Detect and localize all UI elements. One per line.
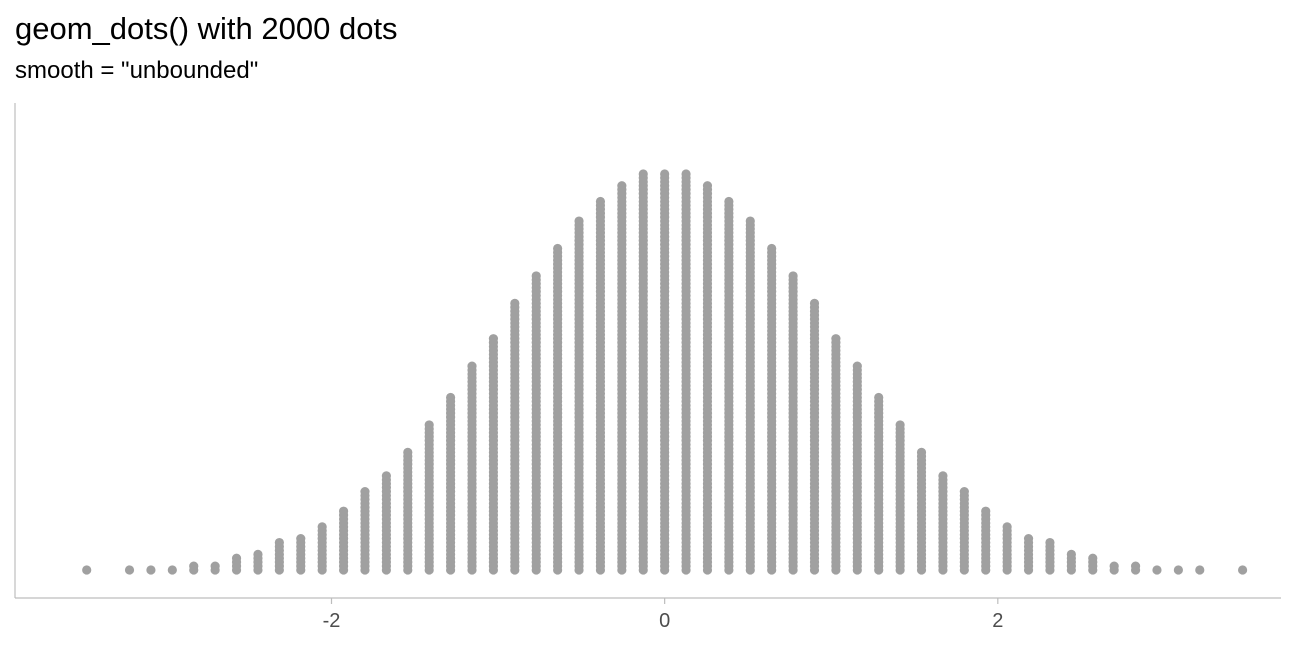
x-tick-label: -2 [323, 610, 341, 632]
dot [360, 486, 370, 497]
dot [617, 181, 627, 191]
dot [916, 447, 927, 457]
dot [446, 392, 456, 403]
dot [274, 537, 284, 548]
dot [767, 243, 777, 254]
dots-layer [82, 169, 1248, 575]
dot [189, 561, 199, 571]
chart-subtitle: smooth = "unbounded" [15, 57, 259, 84]
dot [724, 196, 734, 207]
dot [317, 522, 327, 532]
dot [167, 565, 177, 575]
dot [381, 471, 391, 481]
dot [1173, 565, 1183, 575]
dot [1109, 561, 1119, 571]
dot [1238, 565, 1248, 575]
dot [231, 553, 242, 563]
dot [852, 361, 862, 371]
dot [874, 392, 884, 403]
dot [146, 565, 156, 575]
dot [82, 565, 92, 575]
dot [1152, 565, 1162, 575]
dot [809, 298, 820, 308]
dot [1023, 534, 1034, 544]
dot [531, 271, 541, 281]
dot [595, 196, 606, 207]
dot [981, 506, 991, 516]
dot [638, 169, 648, 179]
dot [1088, 553, 1098, 563]
x-tick-label: 2 [992, 610, 1003, 632]
dot [745, 216, 755, 226]
dot [1002, 522, 1012, 532]
dot [1066, 549, 1076, 559]
dot [424, 420, 434, 430]
dot [467, 361, 477, 371]
dot [959, 486, 969, 497]
dot [210, 561, 220, 571]
dot [1195, 565, 1205, 575]
dot [553, 243, 563, 254]
dot [831, 334, 841, 344]
dot [510, 298, 520, 308]
dot [788, 271, 798, 281]
dot [403, 447, 413, 457]
dot [296, 534, 306, 544]
dot [660, 169, 670, 179]
dot [938, 471, 948, 481]
dot [253, 549, 263, 559]
x-axis-ticks: -2 0 2 [323, 598, 1003, 632]
dot [488, 334, 499, 344]
dot [124, 565, 135, 575]
dot [702, 181, 713, 191]
chart-title: geom_dots() with 2000 dots [15, 11, 398, 46]
x-tick-label: 0 [659, 610, 670, 632]
dot [1130, 561, 1141, 571]
dot [681, 169, 691, 179]
dot [895, 420, 905, 430]
dot [574, 216, 584, 226]
dot [1045, 537, 1055, 548]
dot [338, 506, 349, 516]
